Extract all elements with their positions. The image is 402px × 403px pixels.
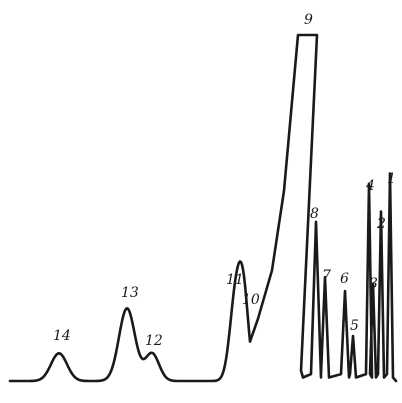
peak-label-2: 2 <box>376 216 386 232</box>
peak-label-6: 6 <box>340 271 349 287</box>
peak-labels: 14 13 12 11 10 9 8 7 6 5 4 3 2 1 <box>53 12 396 349</box>
peak-label-10: 10 <box>242 292 260 308</box>
peak-label-4: 4 <box>365 178 375 194</box>
peak-label-3: 3 <box>369 276 378 292</box>
peak-label-7: 7 <box>322 268 331 284</box>
peak-label-9: 9 <box>304 12 313 28</box>
peak-label-1: 1 <box>387 171 396 187</box>
peak-label-14: 14 <box>53 328 71 344</box>
peak-label-5: 5 <box>350 318 359 334</box>
chromatogram-trace <box>8 33 398 383</box>
peak-label-11: 11 <box>226 272 244 288</box>
peak-label-8: 8 <box>310 206 319 222</box>
peak-label-12: 12 <box>145 333 163 349</box>
peak-label-13: 13 <box>121 285 139 301</box>
